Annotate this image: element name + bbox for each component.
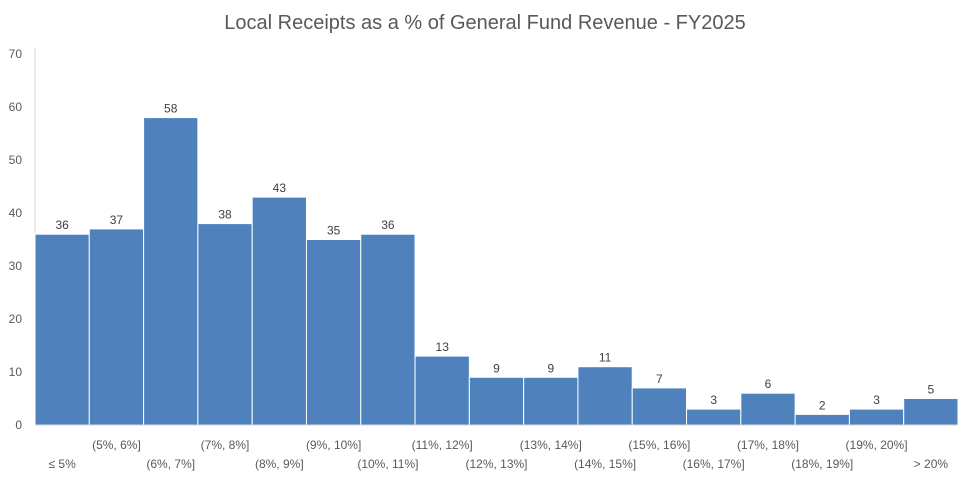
data-label: 7: [656, 372, 663, 386]
data-label: 6: [765, 377, 772, 391]
data-label: 2: [819, 398, 826, 412]
x-category-label: (6%, 7%]: [146, 457, 195, 471]
data-label: 9: [493, 361, 500, 375]
x-category-label: (19%, 20%]: [846, 438, 908, 452]
bar: [360, 233, 416, 426]
data-label: 3: [710, 393, 717, 407]
data-label: 58: [164, 102, 178, 116]
data-label: 36: [381, 218, 395, 232]
x-category-label: (5%, 6%]: [92, 438, 141, 452]
bar: [903, 398, 959, 426]
bar: [305, 239, 362, 426]
bar: [523, 376, 579, 426]
x-category-label: (10%, 11%]: [357, 457, 418, 471]
data-label: 3: [873, 393, 880, 407]
x-category-label: ≤ 5%: [49, 457, 77, 471]
y-tick-label: 70: [9, 47, 23, 61]
data-label: 11: [599, 351, 612, 365]
y-tick-label: 50: [9, 153, 23, 167]
y-tick-label: 10: [9, 365, 23, 379]
x-category-label: (7%, 8%]: [201, 438, 250, 452]
data-label: 37: [110, 213, 124, 227]
data-label: 38: [218, 208, 232, 222]
bars: [34, 117, 959, 426]
x-category-label: (14%, 15%]: [574, 457, 636, 471]
data-label: 36: [55, 218, 69, 232]
y-axis: 0 10 20 30 40 50 60 70: [9, 47, 36, 432]
x-axis: ≤ 5% (5%, 6%] (6%, 7%] (7%, 8%] (8%, 9%](9%,…: [35, 424, 958, 471]
chart-title: Local Receipts as a % of General Fund Re…: [224, 12, 746, 34]
y-tick-label: 0: [15, 418, 22, 432]
bar: [143, 117, 199, 426]
data-label: 5: [928, 383, 935, 397]
x-category-label: (11%, 12%]: [412, 438, 473, 452]
x-category-label: (9%, 10%]: [306, 438, 361, 452]
bar: [197, 223, 253, 426]
bar: [251, 196, 307, 426]
data-label: 13: [436, 340, 450, 354]
bar: [34, 233, 90, 426]
y-tick-label: 30: [9, 259, 23, 273]
x-category-label: (18%, 19%]: [791, 457, 853, 471]
bar: [577, 366, 633, 426]
bar: [794, 413, 850, 426]
data-label: 9: [547, 361, 554, 375]
x-category-label: (17%, 18%]: [737, 438, 799, 452]
x-category-label: (16%, 17%]: [683, 457, 745, 471]
y-tick-label: 20: [9, 312, 23, 326]
data-label: 43: [273, 181, 287, 195]
bar: [88, 228, 145, 426]
x-category-label: (15%, 16%]: [628, 438, 690, 452]
x-category-label: (12%, 13%]: [465, 457, 527, 471]
x-category-label: (8%, 9%]: [255, 457, 304, 471]
y-tick-label: 60: [9, 100, 23, 114]
bar: [468, 376, 525, 426]
bar: [848, 408, 905, 426]
y-tick-label: 40: [9, 206, 23, 220]
bar: [414, 355, 470, 426]
x-category-label: > 20%: [914, 457, 949, 471]
bar: [686, 408, 742, 426]
bar: [740, 392, 796, 426]
bar: [631, 387, 688, 426]
x-category-label: (13%, 14%]: [520, 438, 582, 452]
data-label: 35: [327, 224, 341, 238]
